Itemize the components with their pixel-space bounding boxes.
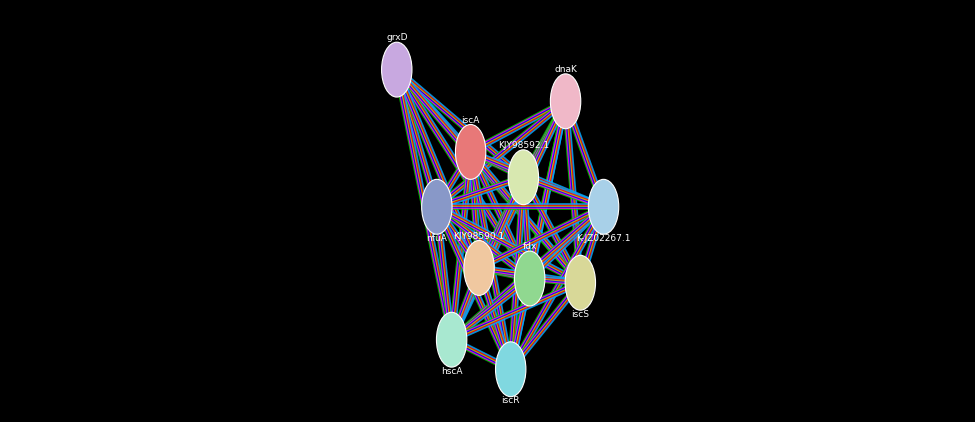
Ellipse shape [550,74,581,129]
Text: nfuA: nfuA [426,234,448,243]
Ellipse shape [381,42,412,97]
Ellipse shape [421,179,452,234]
Text: KJY98592.1: KJY98592.1 [498,141,549,150]
Ellipse shape [455,124,486,179]
Text: hscA: hscA [441,367,462,376]
Text: iscS: iscS [571,310,589,319]
Text: iscR: iscR [501,396,520,406]
Text: fdx: fdx [523,242,537,252]
Ellipse shape [588,179,619,234]
Ellipse shape [464,241,494,295]
Text: KJY98590.1: KJY98590.1 [453,232,505,241]
Text: dnaK: dnaK [554,65,577,74]
Text: K-JZ02267.1: K-JZ02267.1 [576,234,631,243]
Text: grxD: grxD [386,33,408,43]
Ellipse shape [495,342,526,397]
Text: iscA: iscA [461,116,480,125]
Ellipse shape [515,251,545,306]
Ellipse shape [437,312,467,367]
Ellipse shape [508,150,538,205]
Ellipse shape [566,255,596,310]
